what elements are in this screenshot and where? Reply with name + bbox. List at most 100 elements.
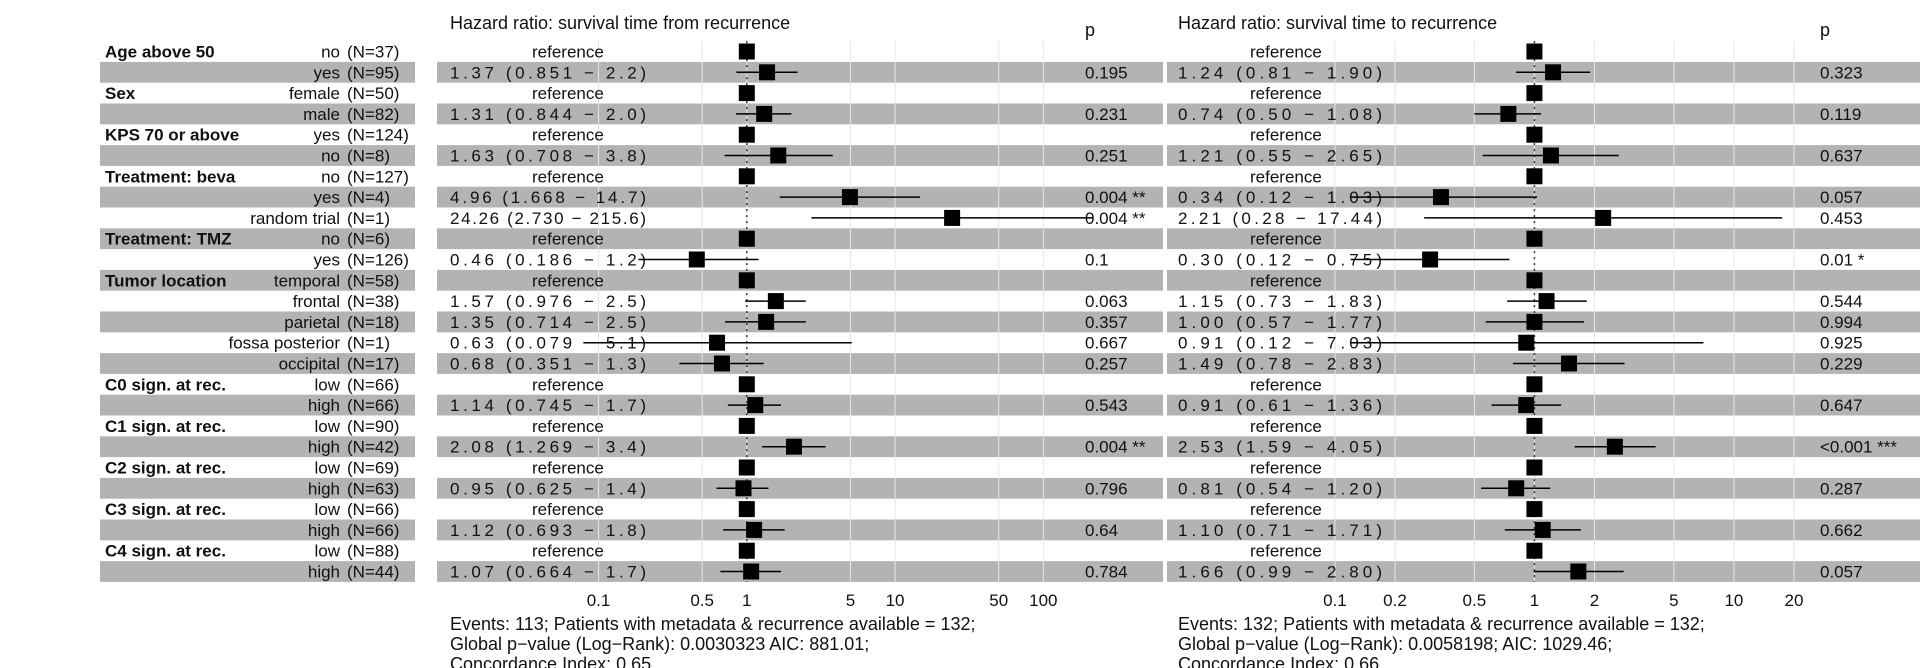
level-label: low (314, 542, 340, 561)
n-label: (N=1) (347, 209, 390, 228)
hazard-ratio-ci-text: 0.46 (0.186 − 1.2) (450, 251, 646, 270)
p-value: 0.251 (1085, 147, 1128, 166)
p-value: 0.004 ** (1085, 188, 1146, 207)
n-label: (N=44) (347, 563, 399, 582)
hazard-ratio-marker (1508, 480, 1525, 497)
row-band-left (100, 477, 415, 499)
level-label: low (314, 417, 340, 436)
level-label: yes (314, 126, 340, 145)
row-band-left (100, 103, 415, 125)
n-label: (N=90) (347, 417, 399, 436)
variable-label: KPS 70 or above (105, 126, 239, 145)
hazard-ratio-marker (738, 459, 755, 476)
row-band-left (100, 269, 415, 291)
p-value: 0.287 (1820, 479, 1863, 498)
n-label: (N=95) (347, 63, 399, 82)
n-label: (N=58) (347, 271, 399, 290)
p-value: 0.057 (1820, 188, 1863, 207)
p-value: 0.662 (1820, 521, 1863, 540)
x-tick-label: 100 (1029, 591, 1057, 610)
hazard-ratio-marker (738, 417, 755, 434)
n-label: (N=37) (347, 43, 399, 62)
row-band-panel-1 (437, 61, 1163, 83)
x-tick-label: 1 (742, 591, 751, 610)
n-label: (N=63) (347, 479, 399, 498)
hazard-ratio-marker (1526, 272, 1543, 289)
hazard-ratio-marker (1500, 105, 1517, 122)
panel-title: Hazard ratio: survival time to recurrenc… (1178, 13, 1497, 33)
hazard-ratio-marker (688, 251, 705, 268)
hazard-ratio-marker (735, 480, 752, 497)
reference-label: reference (532, 230, 604, 249)
level-label: no (321, 147, 340, 166)
x-tick-label: 0.1 (1323, 591, 1347, 610)
row-band-panel-1 (437, 103, 1163, 125)
p-value: <0.001 *** (1820, 438, 1897, 457)
reference-label: reference (1250, 500, 1322, 519)
level-label: random trial (250, 209, 340, 228)
reference-label: reference (532, 271, 604, 290)
p-value: 0.119 (1820, 105, 1861, 124)
n-label: (N=18) (347, 313, 399, 332)
hazard-ratio-marker (1526, 417, 1543, 434)
x-tick-label: 1 (1530, 591, 1539, 610)
row-band-panel-1 (437, 394, 1163, 416)
variable-label: Treatment: beva (105, 167, 236, 186)
hazard-ratio-marker (1526, 313, 1543, 330)
hazard-ratio-marker (767, 293, 784, 310)
footer-text: Events: 113; Patients with metadata & re… (450, 614, 975, 634)
p-value-header: p (1085, 20, 1095, 40)
footer-text: Events: 132; Patients with metadata & re… (1178, 614, 1705, 634)
level-label: high (308, 479, 340, 498)
row-band-left (100, 61, 415, 83)
n-label: (N=4) (347, 188, 390, 207)
p-value: 0.004 ** (1085, 209, 1146, 228)
hazard-ratio-marker (738, 168, 755, 185)
hazard-ratio-marker (756, 105, 773, 122)
variable-label: Tumor location (105, 271, 227, 290)
reference-label: reference (1250, 375, 1322, 394)
row-band-panel-2 (1167, 228, 1920, 250)
n-label: (N=1) (347, 334, 390, 353)
row-band-panel-1 (437, 269, 1163, 291)
level-label: yes (314, 251, 340, 270)
footer-text: Concordance Index: 0.65 (450, 654, 651, 668)
hazard-ratio-marker (1606, 438, 1623, 455)
footer-text: Concordance Index: 0.66 (1178, 654, 1379, 668)
row-band-left (100, 353, 415, 374)
hazard-ratio-marker (1518, 334, 1535, 351)
level-label: high (308, 396, 340, 415)
hazard-ratio-marker (758, 313, 775, 330)
n-label: (N=8) (347, 147, 390, 166)
p-value: 0.229 (1820, 355, 1863, 374)
x-tick-label: 10 (1724, 591, 1743, 610)
level-label: female (289, 84, 340, 103)
hazard-ratio-marker (738, 230, 755, 247)
hazard-ratio-marker (1542, 147, 1559, 164)
level-label: male (303, 105, 340, 124)
level-label: fossa posterior (229, 334, 341, 353)
x-tick-label: 0.5 (690, 591, 714, 610)
n-label: (N=66) (347, 396, 399, 415)
row-band-panel-1 (437, 228, 1163, 250)
hazard-ratio-marker (944, 209, 961, 226)
x-tick-label: 0.1 (587, 591, 611, 610)
level-label: no (321, 167, 340, 186)
n-label: (N=38) (347, 292, 399, 311)
hazard-ratio-marker (1538, 293, 1555, 310)
p-value: 0.647 (1820, 396, 1863, 415)
row-band-panel-1 (437, 519, 1163, 541)
reference-label: reference (1250, 167, 1322, 186)
hazard-ratio-ci-text: 4.96 (1.668 − 14.7) (450, 188, 646, 207)
hazard-ratio-marker (738, 126, 755, 143)
row-band-left (100, 228, 415, 250)
hazard-ratio-marker (759, 64, 776, 81)
p-value: 0.925 (1820, 334, 1863, 353)
hazard-ratio-marker (1518, 397, 1535, 414)
p-value: 0.004 ** (1085, 438, 1146, 457)
p-value: 0.667 (1085, 334, 1128, 353)
level-label: no (321, 43, 340, 62)
variable-label: C3 sign. at rec. (105, 500, 226, 519)
p-value: 0.994 (1820, 313, 1863, 332)
hazard-ratio-marker (1526, 459, 1543, 476)
